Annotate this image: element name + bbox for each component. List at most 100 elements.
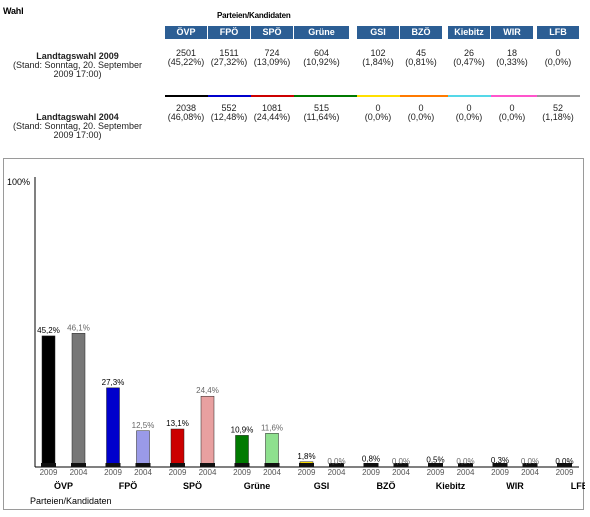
row-label-2004: Landtagswahl 2004 (Stand: Sonntag, 20. S… bbox=[0, 113, 155, 140]
cell-fpö: 552 (12,48%) bbox=[208, 104, 250, 122]
row-time: 2009 17:00) bbox=[53, 69, 102, 79]
party-header-fpö: FPÖ bbox=[208, 26, 250, 39]
percent-value: (11,64%) bbox=[303, 112, 340, 122]
votes-value: 52 bbox=[552, 103, 563, 113]
party-color-bar bbox=[294, 95, 357, 97]
party-color-bar bbox=[537, 95, 580, 97]
value-label-2004: 0,0% bbox=[521, 457, 539, 466]
party-header-grüne: Grüne bbox=[294, 26, 349, 39]
party-header-lfb: LFB bbox=[537, 26, 579, 39]
year-label: 2004 bbox=[457, 468, 475, 477]
cell-spö: 724 (13,09%) bbox=[251, 49, 293, 67]
bar-base-2009 bbox=[234, 463, 250, 467]
party-color-bar bbox=[165, 95, 208, 97]
votes-value: 2038 bbox=[175, 103, 197, 113]
percent-value: (27,32%) bbox=[210, 57, 248, 67]
cell-övp: 2501 (45,22%) bbox=[165, 49, 207, 67]
value-label-2004: 0,0% bbox=[392, 457, 410, 466]
votes-value: 45 bbox=[415, 48, 426, 58]
value-label-2004: 11,6% bbox=[261, 423, 283, 432]
cell-grüne: 604 (10,92%) bbox=[301, 49, 343, 67]
bar-base-2009 bbox=[363, 463, 379, 467]
value-label-2004: 46,1% bbox=[67, 323, 90, 332]
votes-value: 0 bbox=[418, 103, 424, 113]
cell-kiebitz: 0 (0,0%) bbox=[448, 104, 490, 122]
percent-value: (24,44%) bbox=[253, 112, 291, 122]
bar-base-2004 bbox=[458, 463, 473, 467]
value-label-2009: 13,1% bbox=[166, 419, 189, 428]
value-label-2009: 1,8% bbox=[297, 452, 315, 461]
cell-bzö: 45 (0,81%) bbox=[400, 49, 442, 67]
cell-wir: 18 (0,33%) bbox=[491, 49, 533, 67]
year-label: 2009 bbox=[556, 468, 574, 477]
bar-base-2004 bbox=[135, 463, 151, 467]
party-header-wir: WIR bbox=[491, 26, 533, 39]
percent-value: (0,0%) bbox=[364, 112, 392, 122]
percent-value: (0,0%) bbox=[407, 112, 435, 122]
votes-value: 0 bbox=[466, 103, 472, 113]
bar-base-2009 bbox=[299, 463, 314, 467]
percent-value: (12,48%) bbox=[210, 112, 248, 122]
value-label-2004: 0,0% bbox=[456, 457, 474, 466]
cell-kiebitz: 26 (0,47%) bbox=[448, 49, 490, 67]
party-color-bar bbox=[357, 95, 400, 97]
value-label-2009: 10,9% bbox=[231, 425, 254, 434]
cell-fpö: 1511 (27,32%) bbox=[208, 49, 250, 67]
row-stand: (Stand: Sonntag, 20. September bbox=[12, 121, 143, 131]
category-label: LFB bbox=[571, 481, 585, 491]
party-header-spö: SPÖ bbox=[251, 26, 293, 39]
wahl-header: Wahl bbox=[3, 6, 24, 16]
votes-value: 0 bbox=[375, 103, 381, 113]
year-label: 2009 bbox=[40, 468, 58, 477]
bar-2004-fpö bbox=[136, 430, 150, 468]
row-stand: (Stand: Sonntag, 20. September bbox=[12, 60, 143, 70]
bar-base-2009 bbox=[170, 463, 185, 467]
value-label-2009: 0,5% bbox=[426, 456, 444, 465]
y-top-label: 100% bbox=[7, 177, 30, 187]
bar-base-2004 bbox=[264, 463, 280, 467]
value-label-2004: 12,5% bbox=[132, 421, 155, 430]
bar-base-2009 bbox=[428, 463, 443, 467]
bar-base-2009 bbox=[105, 463, 121, 467]
row-title: Landtagswahl 2004 bbox=[36, 112, 119, 122]
chart-frame: 100% 45,2% 2009 46,1% 2004 ÖVP 27,3% 2009 12,5% 2… bbox=[3, 158, 590, 510]
cell-lfb: 0 (0,0%) bbox=[537, 49, 579, 67]
category-label: Kiebitz bbox=[436, 481, 466, 491]
bar-2009-grüne bbox=[235, 435, 249, 468]
category-label: FPÖ bbox=[119, 481, 138, 491]
value-label-2009: 0,3% bbox=[491, 456, 509, 465]
cell-grüne: 515 (11,64%) bbox=[301, 104, 343, 122]
year-label: 2009 bbox=[427, 468, 445, 477]
year-label: 2004 bbox=[263, 468, 281, 477]
percent-value: (46,08%) bbox=[167, 112, 205, 122]
bar-base-2009 bbox=[41, 463, 56, 467]
year-label: 2004 bbox=[199, 468, 217, 477]
row-label-2009: Landtagswahl 2009 (Stand: Sonntag, 20. S… bbox=[0, 52, 155, 79]
votes-value: 0 bbox=[509, 103, 515, 113]
year-label: 2009 bbox=[298, 468, 316, 477]
percent-value: (0,0%) bbox=[498, 112, 526, 122]
bar-base-2004 bbox=[329, 463, 344, 467]
value-label-2004: 24,4% bbox=[196, 386, 219, 395]
bar-base-2004 bbox=[200, 463, 215, 467]
bar-base-2009 bbox=[557, 463, 572, 467]
votes-value: 102 bbox=[370, 48, 386, 58]
party-header-övp: ÖVP bbox=[165, 26, 207, 39]
bar-2009-spö bbox=[170, 428, 185, 468]
bar-2009-fpö bbox=[106, 387, 120, 468]
percent-value: (45,22%) bbox=[167, 57, 205, 67]
cell-spö: 1081 (24,44%) bbox=[251, 104, 293, 122]
year-label: 2009 bbox=[491, 468, 509, 477]
year-label: 2009 bbox=[233, 468, 251, 477]
percent-value: (10,92%) bbox=[303, 57, 340, 67]
parties-header: Parteien/Kandidaten bbox=[217, 11, 291, 20]
bar-base-2009 bbox=[492, 463, 508, 467]
category-label: BZÖ bbox=[377, 481, 396, 491]
cell-bzö: 0 (0,0%) bbox=[400, 104, 442, 122]
votes-value: 515 bbox=[313, 103, 330, 113]
party-color-bar bbox=[491, 95, 537, 97]
year-label: 2004 bbox=[328, 468, 346, 477]
percent-value: (13,09%) bbox=[253, 57, 291, 67]
cell-wir: 0 (0,0%) bbox=[491, 104, 533, 122]
row-title: Landtagswahl 2009 bbox=[36, 51, 119, 61]
